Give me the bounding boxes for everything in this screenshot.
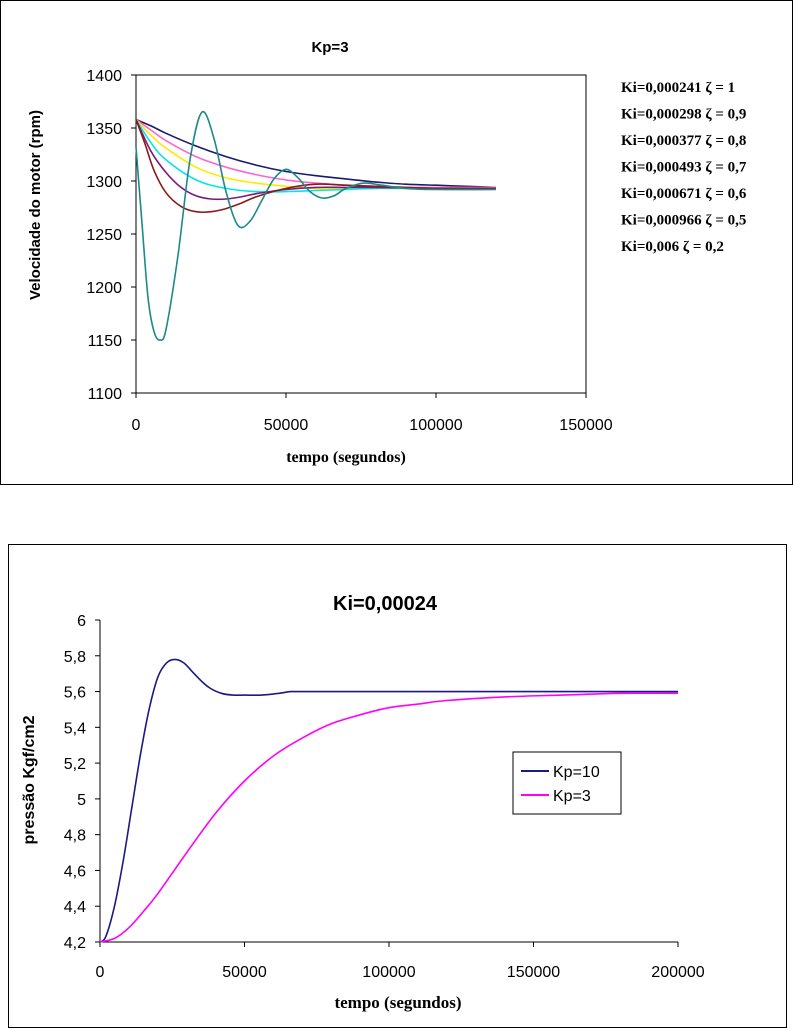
- legend-entry: Ki=0,000671 ζ = 0,6: [621, 186, 747, 202]
- x-tick-label: 0: [132, 417, 141, 434]
- y-tick-label: 1150: [88, 333, 123, 350]
- y-axis-label: pressão Kgf/cm2: [21, 715, 38, 844]
- x-tick-label: 150000: [507, 964, 560, 981]
- x-tick-label: 50000: [264, 417, 309, 434]
- x-tick-label: 100000: [409, 417, 462, 434]
- y-tick-label: 4,6: [64, 863, 86, 880]
- legend-entry: Ki=0,000493 ζ = 0,7: [621, 160, 747, 176]
- y-tick-label: 5,2: [64, 756, 86, 773]
- y-tick-label: 6: [77, 613, 86, 630]
- y-tick-label: 4,8: [64, 828, 86, 845]
- y-tick-label: 4,4: [64, 899, 86, 916]
- x-tick-label: 100000: [362, 964, 415, 981]
- y-tick-label: 5: [77, 792, 86, 809]
- chart-frame-speed: [0, 0, 793, 485]
- y-tick-label: 5,8: [64, 649, 86, 666]
- y-tick-label: 4,2: [64, 935, 86, 952]
- series-line-2: [99, 692, 679, 943]
- x-axis-label: tempo (segundos): [286, 449, 406, 466]
- y-tick-label: 1300: [86, 174, 122, 191]
- series-line-1: [135, 118, 497, 189]
- y-axis-label: Velocidade do motor (rpm): [27, 110, 44, 300]
- legend-box: [512, 751, 622, 815]
- plot-area: [135, 74, 587, 394]
- y-tick-label: 1100: [88, 386, 123, 403]
- series-line-6: [135, 119, 497, 214]
- legend-entry: Ki=0,006 ζ = 0,2: [621, 239, 724, 255]
- x-tick-label: 50000: [222, 964, 267, 981]
- series-line-7: [135, 110, 497, 341]
- x-tick-label: 200000: [651, 964, 704, 981]
- y-tick-label: 1350: [86, 121, 122, 138]
- legend-entry: Ki=0,000298 ζ = 0,9: [621, 107, 746, 123]
- chart-1: Kp=3 0 50000 100000 150000 1100 1150 1200 1250 13…: [27, 39, 747, 466]
- y-tick-label: 1400: [86, 68, 122, 85]
- x-tick-label: 150000: [559, 417, 612, 434]
- chart-title: Ki=0,00024: [333, 593, 438, 615]
- y-tick-label: 5,6: [64, 685, 86, 702]
- legend-entry: Ki=0,000966 ζ = 0,5: [621, 213, 746, 229]
- legend-entry: Kp=10: [553, 764, 600, 781]
- chart-title: Kp=3: [311, 39, 348, 56]
- y-tick-label: 5,4: [64, 720, 86, 737]
- chart-frame-pressure: [8, 544, 787, 1028]
- legend-entry: Kp=3: [553, 788, 591, 805]
- y-tick-label: 1250: [86, 227, 122, 244]
- series-line-5: [135, 119, 497, 201]
- legend-entry: Ki=0,000377 ζ = 0,8: [621, 133, 746, 149]
- chart-2: Ki=0,00024 0 50000 100000 150000 200000 4,2 4,4…: [21, 593, 705, 1012]
- x-axis-label: tempo (segundos): [334, 993, 461, 1012]
- y-tick-label: 1200: [86, 280, 122, 297]
- x-tick-label: 0: [96, 964, 105, 981]
- series-line-1: [99, 658, 678, 943]
- legend-entry: Ki=0,000241 ζ = 1: [621, 80, 735, 96]
